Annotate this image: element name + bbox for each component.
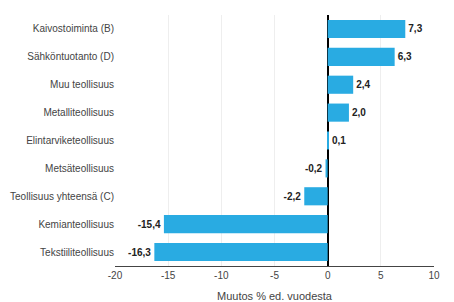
svg-text:Metsäteollisuus: Metsäteollisuus	[45, 163, 114, 174]
svg-text:7,3: 7,3	[408, 23, 422, 34]
svg-text:-16,3: -16,3	[128, 247, 151, 258]
svg-text:-15: -15	[161, 270, 176, 281]
svg-text:2,0: 2,0	[352, 107, 366, 118]
svg-text:Muu teollisuus: Muu teollisuus	[50, 79, 114, 90]
svg-text:Muutos % ed. vuodesta: Muutos % ed. vuodesta	[217, 290, 333, 302]
svg-text:-15,4: -15,4	[138, 219, 161, 230]
svg-text:Metalliteollisuus: Metalliteollisuus	[43, 107, 114, 118]
svg-text:0,1: 0,1	[332, 135, 346, 146]
svg-text:10: 10	[428, 270, 440, 281]
svg-text:5: 5	[378, 270, 384, 281]
svg-text:Sähköntuotanto (D): Sähköntuotanto (D)	[27, 51, 114, 62]
svg-text:-0,2: -0,2	[305, 163, 323, 174]
svg-text:Elintarviketeollisuus: Elintarviketeollisuus	[26, 135, 114, 146]
svg-text:Kaivostoiminta (B): Kaivostoiminta (B)	[33, 23, 114, 34]
svg-text:Kemianteollisuus: Kemianteollisuus	[38, 219, 114, 230]
svg-text:-2,2: -2,2	[284, 191, 302, 202]
svg-text:6,3: 6,3	[398, 51, 412, 62]
svg-text:0: 0	[325, 270, 331, 281]
svg-text:2,4: 2,4	[356, 79, 370, 90]
svg-text:-10: -10	[214, 270, 229, 281]
svg-text:-5: -5	[270, 270, 279, 281]
svg-text:Teollisuus yhteensä (C): Teollisuus yhteensä (C)	[10, 191, 114, 202]
svg-text:Tekstiiliteollisuus: Tekstiiliteollisuus	[40, 247, 114, 258]
svg-text:-20: -20	[108, 270, 123, 281]
